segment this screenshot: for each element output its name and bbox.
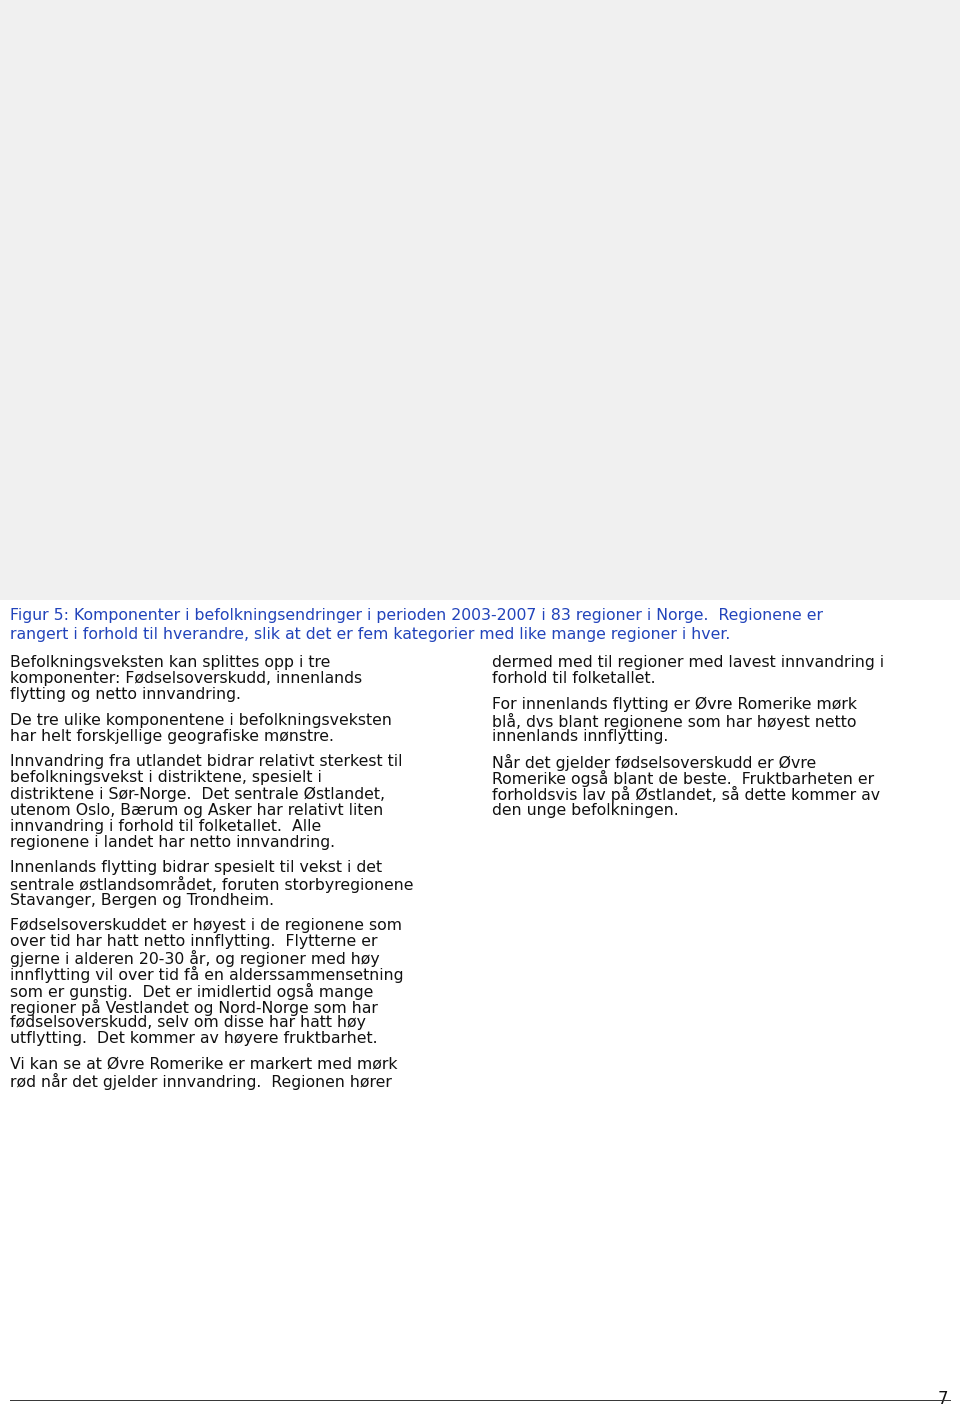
Text: har helt forskjellige geografiske mønstre.: har helt forskjellige geografiske mønstr… xyxy=(10,729,334,743)
Bar xyxy=(0,600,960,1405)
Text: forhold til folketallet.: forhold til folketallet. xyxy=(492,672,656,686)
Text: dermed med til regioner med lavest innvandring i: dermed med til regioner med lavest innva… xyxy=(492,655,884,670)
Text: 7: 7 xyxy=(938,1390,948,1405)
Text: gjerne i alderen 20-30 år, og regioner med høy: gjerne i alderen 20-30 år, og regioner m… xyxy=(10,950,380,967)
Text: innenlands innflytting.: innenlands innflytting. xyxy=(492,729,668,743)
Text: innflytting vil over tid få en alderssammensetning: innflytting vil over tid få en alderssam… xyxy=(10,967,403,983)
Text: den unge befolkningen.: den unge befolkningen. xyxy=(492,802,679,818)
Text: Fødselsoverskuddet er høyest i de regionene som: Fødselsoverskuddet er høyest i de region… xyxy=(10,917,402,933)
Text: innvandring i forhold til folketallet.  Alle: innvandring i forhold til folketallet. A… xyxy=(10,819,322,833)
Text: Innvandring fra utlandet bidrar relativt sterkest til: Innvandring fra utlandet bidrar relativt… xyxy=(10,754,402,769)
Text: regionene i landet har netto innvandring.: regionene i landet har netto innvandring… xyxy=(10,835,335,850)
Text: Innenlands flytting bidrar spesielt til vekst i det: Innenlands flytting bidrar spesielt til … xyxy=(10,860,382,875)
Text: distriktene i Sør-Norge.  Det sentrale Østlandet,: distriktene i Sør-Norge. Det sentrale Øs… xyxy=(10,787,385,802)
Text: som er gunstig.  Det er imidlertid også mange: som er gunstig. Det er imidlertid også m… xyxy=(10,982,373,999)
Text: befolkningsvekst i distriktene, spesielt i: befolkningsvekst i distriktene, spesielt… xyxy=(10,770,322,785)
Text: Når det gjelder fødselsoverskudd er Øvre: Når det gjelder fødselsoverskudd er Øvre xyxy=(492,754,816,771)
Text: Vi kan se at Øvre Romerike er markert med mørk: Vi kan se at Øvre Romerike er markert me… xyxy=(10,1057,397,1072)
Text: Befolkningsveksten kan splittes opp i tre: Befolkningsveksten kan splittes opp i tr… xyxy=(10,655,330,670)
Text: sentrale østlandsområdet, foruten storbyregionene: sentrale østlandsområdet, foruten storby… xyxy=(10,877,414,894)
Text: blå, dvs blant regionene som har høyest netto: blå, dvs blant regionene som har høyest … xyxy=(492,712,856,729)
Text: rangert i forhold til hverandre, slik at det er fem kategorier med like mange re: rangert i forhold til hverandre, slik at… xyxy=(10,627,731,642)
Text: Figur 5: Komponenter i befolkningsendringer i perioden 2003-2007 i 83 regioner i: Figur 5: Komponenter i befolkningsendrin… xyxy=(10,608,823,622)
Bar xyxy=(0,0,960,600)
Text: Stavanger, Bergen og Trondheim.: Stavanger, Bergen og Trondheim. xyxy=(10,892,275,908)
Text: komponenter: Fødselsoverskudd, innenlands: komponenter: Fødselsoverskudd, innenland… xyxy=(10,672,362,686)
Text: Romerike også blant de beste.  Fruktbarheten er: Romerike også blant de beste. Fruktbarhe… xyxy=(492,770,875,787)
Text: fødselsoverskudd, selv om disse har hatt høy: fødselsoverskudd, selv om disse har hatt… xyxy=(10,1014,366,1030)
Text: flytting og netto innvandring.: flytting og netto innvandring. xyxy=(10,687,241,702)
Text: regioner på Vestlandet og Nord-Norge som har: regioner på Vestlandet og Nord-Norge som… xyxy=(10,999,378,1016)
Text: utflytting.  Det kommer av høyere fruktbarhet.: utflytting. Det kommer av høyere fruktba… xyxy=(10,1031,377,1047)
Text: rød når det gjelder innvandring.  Regionen hører: rød når det gjelder innvandring. Regione… xyxy=(10,1072,392,1090)
Text: utenom Oslo, Bærum og Asker har relativt liten: utenom Oslo, Bærum og Asker har relativt… xyxy=(10,802,383,818)
Text: over tid har hatt netto innflytting.  Flytterne er: over tid har hatt netto innflytting. Fly… xyxy=(10,934,377,948)
Text: forholdsvis lav på Østlandet, så dette kommer av: forholdsvis lav på Østlandet, så dette k… xyxy=(492,787,880,804)
Text: De tre ulike komponentene i befolkningsveksten: De tre ulike komponentene i befolkningsv… xyxy=(10,712,392,728)
Text: For innenlands flytting er Øvre Romerike mørk: For innenlands flytting er Øvre Romerike… xyxy=(492,697,857,712)
